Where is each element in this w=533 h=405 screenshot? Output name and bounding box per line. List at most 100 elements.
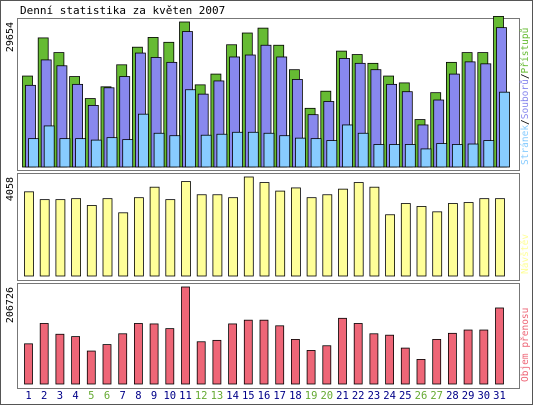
bar-objem-day-10: [165, 328, 175, 385]
panel-2-max-label: 4058: [5, 177, 16, 201]
bar-stranek-day-5: [90, 139, 102, 168]
bar-navstev-day-22: [353, 182, 364, 277]
bar-navstev-day-12: [196, 194, 207, 277]
legend-part: Návštěv: [520, 234, 531, 274]
bar-objem-day-8: [133, 323, 143, 385]
day-label-7: 7: [120, 390, 126, 402]
day-label-31: 31: [493, 390, 506, 402]
bar-objem-day-17: [275, 325, 285, 385]
bar-objem-day-14: [228, 323, 238, 385]
panel-1-frame: [17, 18, 520, 171]
bar-navstev-day-26: [416, 206, 427, 277]
bar-stranek-day-7: [122, 139, 134, 168]
day-label-8: 8: [135, 390, 141, 402]
bar-stranek-day-20: [326, 140, 338, 168]
bar-navstev-day-15: [243, 176, 254, 277]
day-label-15: 15: [242, 390, 255, 402]
bar-objem-day-12: [196, 341, 206, 385]
bar-objem-day-19: [306, 350, 316, 385]
bar-stranek-day-26: [420, 148, 432, 168]
bar-objem-day-3: [55, 333, 65, 385]
bar-stranek-day-4: [75, 138, 86, 168]
bar-stranek-day-23: [373, 144, 385, 168]
bar-stranek-day-6: [106, 137, 118, 168]
bar-navstev-day-6: [102, 198, 113, 277]
bar-objem-day-1: [24, 343, 33, 385]
bar-stranek-day-15: [247, 131, 259, 168]
legend-part: Objem přenosu: [520, 308, 531, 382]
bar-objem-day-18: [290, 339, 300, 385]
bar-objem-day-20: [322, 345, 332, 385]
bar-navstev-day-24: [385, 214, 396, 277]
legend-part: Stránek: [520, 125, 531, 165]
bar-objem-day-29: [463, 329, 473, 385]
bar-objem-day-25: [400, 347, 410, 385]
panel-2-frame: [17, 173, 520, 281]
day-label-2: 2: [41, 390, 47, 402]
day-label-30: 30: [477, 390, 490, 402]
bar-objem-day-16: [259, 319, 269, 385]
bar-navstev-day-17: [275, 190, 286, 277]
day-label-17: 17: [273, 390, 286, 402]
bar-objem-day-15: [243, 319, 253, 385]
bar-stranek-day-30: [483, 140, 495, 168]
bar-objem-day-22: [353, 323, 363, 385]
bar-objem-day-7: [118, 333, 128, 385]
bar-objem-day-4: [71, 336, 80, 385]
bar-navstev-day-9: [149, 186, 160, 277]
day-label-26: 26: [415, 390, 428, 402]
day-label-6: 6: [104, 390, 110, 402]
bar-navstev-day-31: [495, 198, 505, 277]
day-label-28: 28: [446, 390, 459, 402]
bar-objem-day-9: [149, 323, 159, 385]
bar-stranek-day-29: [467, 143, 479, 168]
bar-objem-day-27: [432, 339, 442, 385]
bar-stranek-day-17: [279, 135, 291, 168]
bar-objem-day-13: [212, 339, 222, 385]
bar-stranek-day-28: [451, 144, 463, 168]
bar-navstev-day-11: [181, 181, 191, 277]
day-label-29: 29: [462, 390, 475, 402]
bar-stranek-day-25: [404, 144, 416, 168]
bar-objem-day-24: [385, 334, 395, 385]
bar-navstev-day-4: [71, 198, 81, 277]
bar-objem-day-5: [86, 350, 96, 385]
day-label-11: 11: [179, 390, 192, 402]
legend-part: Souborů: [520, 79, 531, 119]
day-label-12: 12: [195, 390, 208, 402]
bar-navstev-day-23: [369, 186, 380, 277]
bar-navstev-day-5: [86, 205, 97, 277]
bar-objem-day-28: [447, 332, 457, 385]
bar-stranek-day-24: [389, 144, 401, 168]
bar-stranek-day-21: [342, 124, 353, 168]
bar-stranek-day-27: [436, 143, 448, 168]
bar-navstev-day-25: [400, 203, 411, 277]
bar-stranek-day-8: [137, 113, 149, 168]
panel-3-max-label: 206726: [5, 287, 16, 323]
bar-stranek-day-12: [200, 134, 212, 168]
day-label-13: 13: [211, 390, 224, 402]
legend-part: /: [520, 73, 531, 79]
day-label-9: 9: [151, 390, 157, 402]
day-label-16: 16: [258, 390, 271, 402]
bar-stranek-day-1: [28, 138, 39, 168]
bar-navstev-day-28: [447, 203, 458, 277]
day-label-22: 22: [352, 390, 365, 402]
bar-stranek-day-13: [216, 133, 228, 168]
day-label-1: 1: [25, 390, 31, 402]
bar-navstev-day-3: [55, 199, 66, 277]
bar-stranek-day-18: [294, 137, 306, 168]
bar-stranek-day-3: [59, 138, 71, 168]
panel-1-max-label: 29654: [5, 22, 16, 52]
bar-objem-day-11: [181, 286, 190, 385]
bar-objem-day-2: [39, 323, 49, 385]
day-label-4: 4: [72, 390, 78, 402]
bar-objem-day-6: [102, 344, 112, 385]
bar-navstev-day-8: [133, 197, 144, 277]
day-label-14: 14: [226, 390, 239, 402]
bar-navstev-day-18: [290, 187, 301, 277]
day-label-23: 23: [368, 390, 381, 402]
panel-2-legend: Návštěv: [520, 234, 531, 274]
